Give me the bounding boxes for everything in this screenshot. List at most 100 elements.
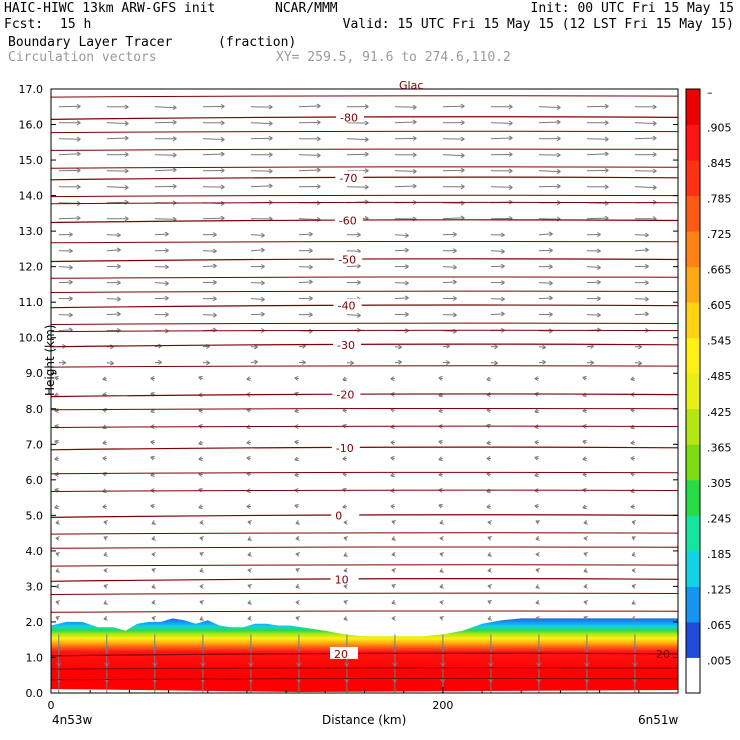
vector-arrow xyxy=(154,218,177,220)
vector-arrowhead xyxy=(460,136,465,142)
vector-arrowhead xyxy=(548,247,553,253)
vector-arrowhead xyxy=(596,232,601,238)
vector-arrow xyxy=(634,362,642,364)
temperature-contour xyxy=(51,564,678,567)
vector-arrowhead xyxy=(438,439,443,445)
vector-arrowhead xyxy=(68,232,73,238)
vector-arrowhead xyxy=(247,567,252,573)
vector-arrowhead xyxy=(76,167,81,173)
vector-arrowhead xyxy=(487,600,492,605)
vector-arrowhead xyxy=(452,312,457,318)
vector-arrowhead xyxy=(631,600,636,605)
y-tick-label: 8.0 xyxy=(26,403,44,416)
vector-arrow xyxy=(58,105,81,108)
vector-arrowhead xyxy=(631,567,636,573)
colorbar-swatch xyxy=(686,373,700,410)
vector-arrowhead xyxy=(439,583,444,589)
clipped-top-label: Glac xyxy=(399,79,423,92)
vector-arrow xyxy=(154,297,169,300)
vector-arrowhead xyxy=(220,151,225,157)
vector-arrow xyxy=(202,250,217,252)
vector-arrowhead xyxy=(541,359,546,365)
vector-arrow xyxy=(490,362,498,364)
contour-label-bg xyxy=(335,170,364,183)
vector-arrow xyxy=(586,266,601,268)
vector-arrow xyxy=(58,329,73,332)
vector-arrowhead xyxy=(212,312,217,318)
vector-arrowhead xyxy=(584,662,590,667)
vector-arrowhead xyxy=(500,311,505,317)
vector-arrowhead xyxy=(248,678,254,683)
contour-label: 10 xyxy=(335,573,349,586)
vector-arrowhead xyxy=(604,136,609,142)
vector-arrowhead xyxy=(535,584,540,589)
colorbar-label: .005 xyxy=(707,655,732,668)
vector-arrowhead xyxy=(412,119,417,125)
vector-arrowhead xyxy=(151,615,156,621)
vector-arrowhead xyxy=(440,678,446,683)
vector-arrowhead xyxy=(294,456,299,462)
y-tick-label: 2.0 xyxy=(26,616,44,629)
colorbar-label: – xyxy=(707,86,713,99)
vector-arrowhead xyxy=(295,535,300,541)
vector-arrow xyxy=(634,137,657,140)
vector-arrowhead xyxy=(172,152,177,158)
vector-arrowhead xyxy=(493,360,498,366)
vector-arrowhead xyxy=(150,503,155,509)
colorbar-label: .545 xyxy=(707,335,732,348)
vector-arrowhead xyxy=(535,536,540,541)
vector-arrowhead xyxy=(109,360,115,366)
vector-arrow xyxy=(250,122,273,125)
vector-arrowhead xyxy=(247,551,252,557)
vector-arrowhead xyxy=(164,248,169,254)
vector-arrowhead xyxy=(541,344,547,350)
vector-arrow xyxy=(58,281,73,284)
vector-arrowhead xyxy=(534,503,539,509)
colorbar-label: .185 xyxy=(707,548,732,561)
vector-arrowhead xyxy=(590,360,594,366)
vector-arrow xyxy=(346,186,369,188)
vector-arrowhead xyxy=(583,568,588,573)
vector-arrowhead xyxy=(500,280,505,286)
vector-arrow xyxy=(202,153,225,156)
vector-arrowhead xyxy=(294,375,299,381)
vector-arrowhead xyxy=(508,168,513,174)
axes: 0.0 1.0 2.0 3.0 4.0 5.0 6.0 7.0 8.0 9.0 10.0 11.0 12… xyxy=(19,83,678,712)
colorbar-label: .605 xyxy=(707,299,732,312)
contour-label: -40 xyxy=(338,300,356,313)
contour-label: 0 xyxy=(335,509,342,522)
contour-label: -50 xyxy=(338,254,356,267)
vector-arrow xyxy=(442,154,465,157)
org-label: NCAR/MMM xyxy=(275,1,338,16)
temperature-contour xyxy=(51,166,678,169)
vector-arrowhead xyxy=(404,280,409,286)
vector-arrowhead xyxy=(488,678,494,683)
colorbar-label: .065 xyxy=(707,619,732,632)
vector-arrowhead xyxy=(316,184,321,190)
vector-arrow xyxy=(202,314,217,316)
temperature-contour xyxy=(51,667,678,670)
vector-arrowhead xyxy=(452,279,457,285)
colorbar-swatch xyxy=(686,621,700,658)
vector-arrow xyxy=(442,345,450,348)
vector-arrowhead xyxy=(343,616,348,621)
vector-arrowhead xyxy=(404,264,409,270)
vector-arrowhead xyxy=(212,279,217,285)
colorbar-label: .485 xyxy=(707,370,732,383)
temperature-contour xyxy=(51,393,678,398)
colorbar-frame xyxy=(685,88,701,694)
vector-arrowhead xyxy=(652,135,657,141)
vector-arrowhead xyxy=(199,567,204,573)
vector-arrow xyxy=(394,106,417,108)
contour-label-bg xyxy=(334,213,363,226)
vector-arrow xyxy=(490,137,513,140)
vector-arrowhead xyxy=(486,376,491,382)
vector-arrow xyxy=(442,266,457,268)
vector-arrowhead xyxy=(76,151,81,157)
vector-arrowhead xyxy=(76,103,81,109)
colorbar-label: .425 xyxy=(707,406,732,419)
y-tick-label: 15.0 xyxy=(19,154,44,167)
vector-arrowhead xyxy=(200,662,206,667)
vector-arrowhead xyxy=(487,584,492,589)
